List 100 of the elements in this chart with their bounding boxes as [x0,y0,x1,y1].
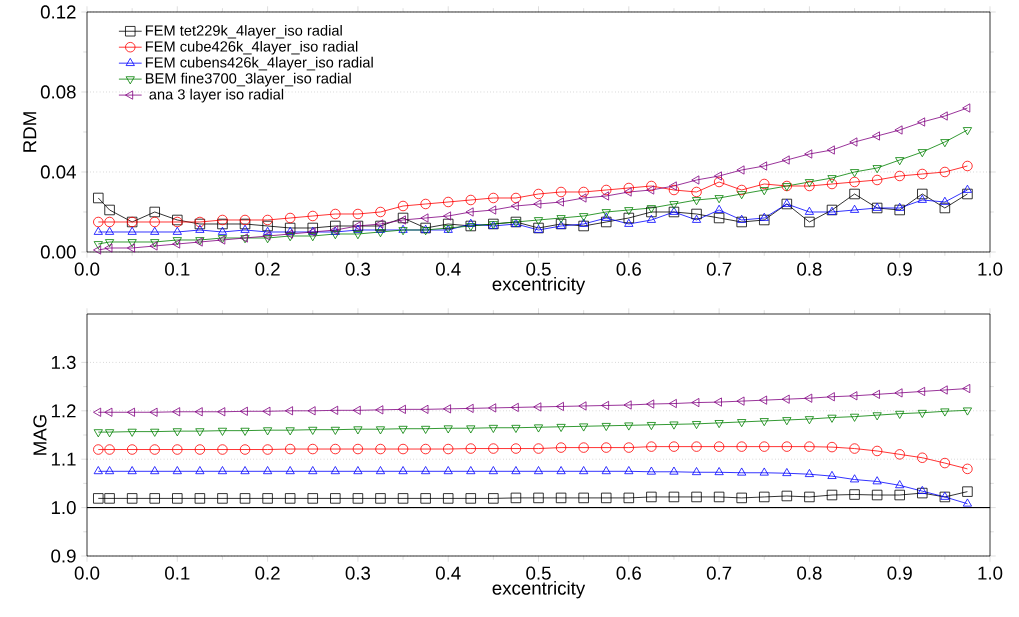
point [623,187,632,197]
point [601,184,612,196]
point [917,487,928,499]
point [601,400,610,411]
point [917,149,927,158]
point [555,401,564,411]
point [601,492,612,504]
point [240,224,250,233]
point [713,441,725,452]
point [646,214,656,223]
x-tick-label: 0.8 [797,262,822,276]
point [149,216,160,228]
x-tick-label: 0.0 [74,566,100,580]
point [93,493,104,504]
point [871,131,880,141]
point [714,204,724,213]
point [421,425,431,434]
point [510,201,519,211]
point [759,214,770,226]
point [939,457,951,469]
point [126,243,135,253]
x-tick-label: 0.9 [887,262,912,276]
point [420,404,429,414]
x-tick-label: 1.0 [978,566,1003,580]
point [578,220,589,232]
y-axis-title: MAG [33,415,47,455]
point [871,174,883,186]
point [488,466,498,475]
point [465,207,474,217]
point [872,476,882,485]
point [872,412,882,421]
x-tick-label: 0.2 [255,262,280,276]
point [850,169,860,178]
point [488,205,497,215]
point [871,389,880,399]
point [849,137,858,147]
point [669,201,679,210]
point [940,408,950,417]
point [93,226,103,235]
point [172,444,183,455]
point [691,208,702,220]
point [307,222,318,234]
point [713,397,722,407]
point [488,403,497,413]
point [691,441,702,452]
point [623,492,635,504]
point [217,407,226,417]
point [262,220,273,232]
point [736,492,747,504]
point [105,226,115,235]
legend-label: FEM tet229k_4layer_iso radial [145,24,342,39]
point [375,443,386,455]
point [713,212,725,224]
point [352,208,364,220]
point [759,467,769,476]
point [895,202,905,211]
point [375,224,386,233]
point [555,186,567,198]
point [781,394,790,404]
point [330,466,340,475]
point [262,444,273,455]
point [601,423,611,431]
point [533,217,544,226]
point [940,139,950,148]
point [443,466,453,475]
point [239,218,251,230]
point [511,466,521,475]
point [736,165,745,175]
x-tick-label: 0.4 [435,262,461,276]
point [93,407,102,417]
y-tick-label: 0.00 [40,245,76,259]
point [488,443,499,454]
point [849,489,860,500]
point [917,188,928,200]
point [466,425,476,434]
point [308,233,318,242]
point [646,205,656,214]
point [895,410,905,419]
point [93,216,104,228]
point [850,413,860,422]
point [239,214,251,226]
x-tick-label: 0.6 [616,262,641,276]
y-tick-label: 1.0 [51,500,76,515]
point [240,427,250,436]
point [962,498,972,507]
point [330,208,341,220]
point [894,489,905,501]
point [759,161,768,171]
point [330,443,341,455]
point [601,442,612,453]
point [510,492,522,504]
point [646,185,655,195]
point [713,491,725,503]
x-tick-label: 0.7 [706,566,732,580]
point [93,192,104,204]
y-tick-label: 0.08 [40,85,76,99]
point [150,226,160,235]
x-tick-label: 0.4 [435,566,461,580]
point [804,180,815,192]
point [646,206,657,218]
